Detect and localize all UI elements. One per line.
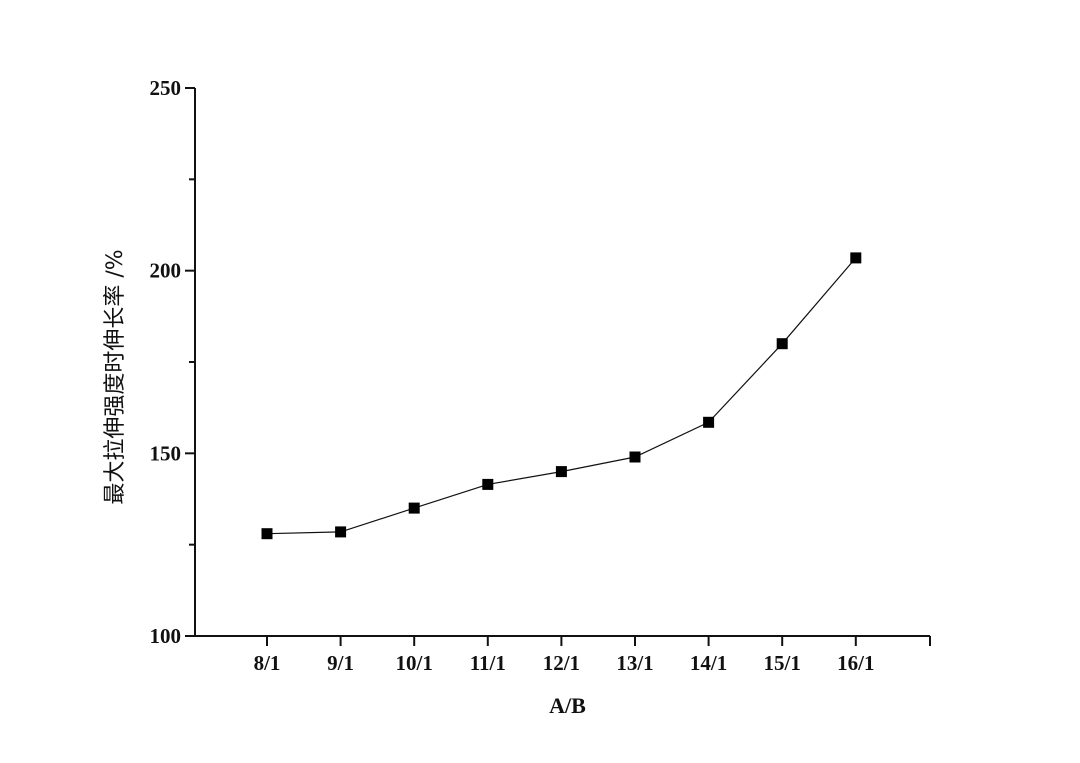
x-tick-label: 8/1	[254, 651, 281, 675]
data-point-marker	[408, 502, 420, 514]
x-tick-label: 10/1	[396, 651, 433, 675]
x-ticks	[266, 636, 931, 646]
x-tick-labels: 8/1 9/1 10/1 11/1 12/1 13/1 14/1 15/1 16/1	[254, 651, 875, 675]
x-tick-label: 11/1	[470, 651, 506, 675]
x-tick-label: 14/1	[690, 651, 727, 675]
data-point-marker	[555, 466, 567, 478]
x-tick-label: 15/1	[764, 651, 801, 675]
y-axis-title: 最大拉伸强度时伸长率 /%	[103, 249, 128, 504]
data-point-marker	[335, 526, 347, 538]
data-point-marker	[703, 416, 715, 428]
data-point-marker	[629, 451, 641, 463]
y-tick-labels: 100 150 200 250	[150, 76, 182, 648]
data-point-marker	[261, 528, 273, 540]
y-major-ticks	[185, 87, 195, 637]
data-point-marker	[850, 252, 862, 264]
y-tick-label: 200	[150, 259, 182, 283]
y-tick-label: 250	[150, 76, 182, 100]
data-point-marker	[776, 338, 788, 350]
x-tick-label: 13/1	[616, 651, 653, 675]
data-point-marker	[482, 478, 494, 490]
x-tick-label: 12/1	[543, 651, 580, 675]
series-markers	[261, 252, 862, 540]
y-tick-label: 150	[150, 441, 182, 465]
x-tick-label: 9/1	[327, 651, 354, 675]
y-tick-label: 100	[150, 624, 182, 648]
x-axis-title: A/B	[549, 693, 586, 718]
series-line	[266, 257, 857, 535]
x-tick-label: 16/1	[837, 651, 874, 675]
